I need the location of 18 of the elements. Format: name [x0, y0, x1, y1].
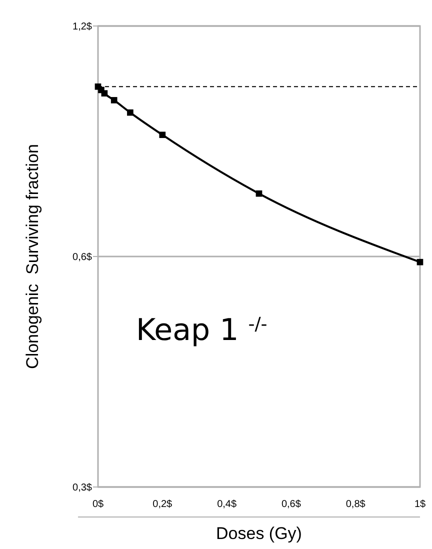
y-tick-label: 0,6$	[72, 252, 92, 263]
point	[127, 109, 134, 116]
x-axis-title: Doses (Gy)	[216, 524, 302, 543]
x-tick-label: 0$	[92, 499, 104, 510]
point	[110, 97, 118, 104]
point	[416, 258, 424, 266]
point	[159, 132, 166, 138]
annotation: Keap 1 $^{-/-}$	[136, 313, 268, 348]
y-tick-label: 1,2$	[72, 22, 92, 32]
x-tick-label: 0,2$	[152, 499, 173, 510]
x-tick-label: 0,8$	[346, 499, 366, 510]
x-tick-label: 0,6$	[281, 499, 302, 510]
y-axis-title: Clonogenic Surviving fraction	[23, 144, 42, 369]
x-tick-label: 0,4$	[217, 499, 237, 510]
x-tick-label: 1$	[414, 499, 426, 510]
point	[101, 90, 108, 97]
y-tick-label: 0,3$	[72, 482, 92, 494]
point	[256, 190, 262, 197]
